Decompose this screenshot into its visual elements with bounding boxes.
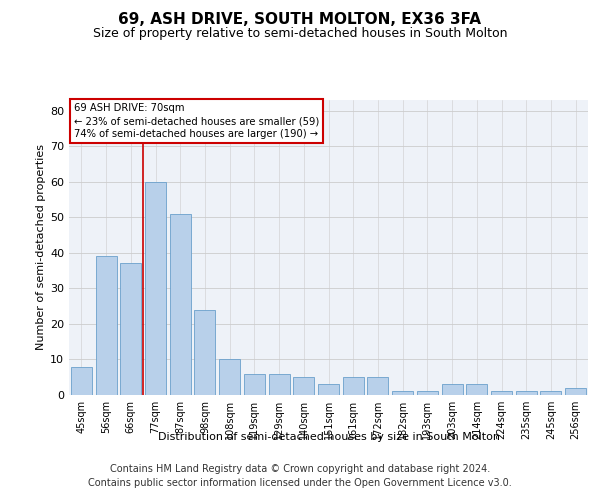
Bar bbox=[343, 377, 364, 395]
Bar bbox=[95, 256, 116, 395]
Bar bbox=[293, 377, 314, 395]
Bar bbox=[392, 392, 413, 395]
Text: Distribution of semi-detached houses by size in South Molton: Distribution of semi-detached houses by … bbox=[158, 432, 500, 442]
Bar bbox=[541, 392, 562, 395]
Bar bbox=[516, 392, 537, 395]
Bar bbox=[145, 182, 166, 395]
Bar bbox=[170, 214, 191, 395]
Bar bbox=[367, 377, 388, 395]
Bar bbox=[194, 310, 215, 395]
Bar bbox=[244, 374, 265, 395]
Bar bbox=[269, 374, 290, 395]
Bar bbox=[318, 384, 339, 395]
Text: 69, ASH DRIVE, SOUTH MOLTON, EX36 3FA: 69, ASH DRIVE, SOUTH MOLTON, EX36 3FA bbox=[119, 12, 482, 28]
Bar bbox=[491, 392, 512, 395]
Bar bbox=[71, 366, 92, 395]
Bar bbox=[219, 360, 240, 395]
Bar bbox=[442, 384, 463, 395]
Text: Contains HM Land Registry data © Crown copyright and database right 2024.
Contai: Contains HM Land Registry data © Crown c… bbox=[88, 464, 512, 487]
Bar bbox=[417, 392, 438, 395]
Bar bbox=[120, 264, 141, 395]
Text: Size of property relative to semi-detached houses in South Molton: Size of property relative to semi-detach… bbox=[93, 28, 507, 40]
Text: 69 ASH DRIVE: 70sqm
← 23% of semi-detached houses are smaller (59)
74% of semi-d: 69 ASH DRIVE: 70sqm ← 23% of semi-detach… bbox=[74, 103, 319, 140]
Y-axis label: Number of semi-detached properties: Number of semi-detached properties bbox=[36, 144, 46, 350]
Bar bbox=[565, 388, 586, 395]
Bar bbox=[466, 384, 487, 395]
